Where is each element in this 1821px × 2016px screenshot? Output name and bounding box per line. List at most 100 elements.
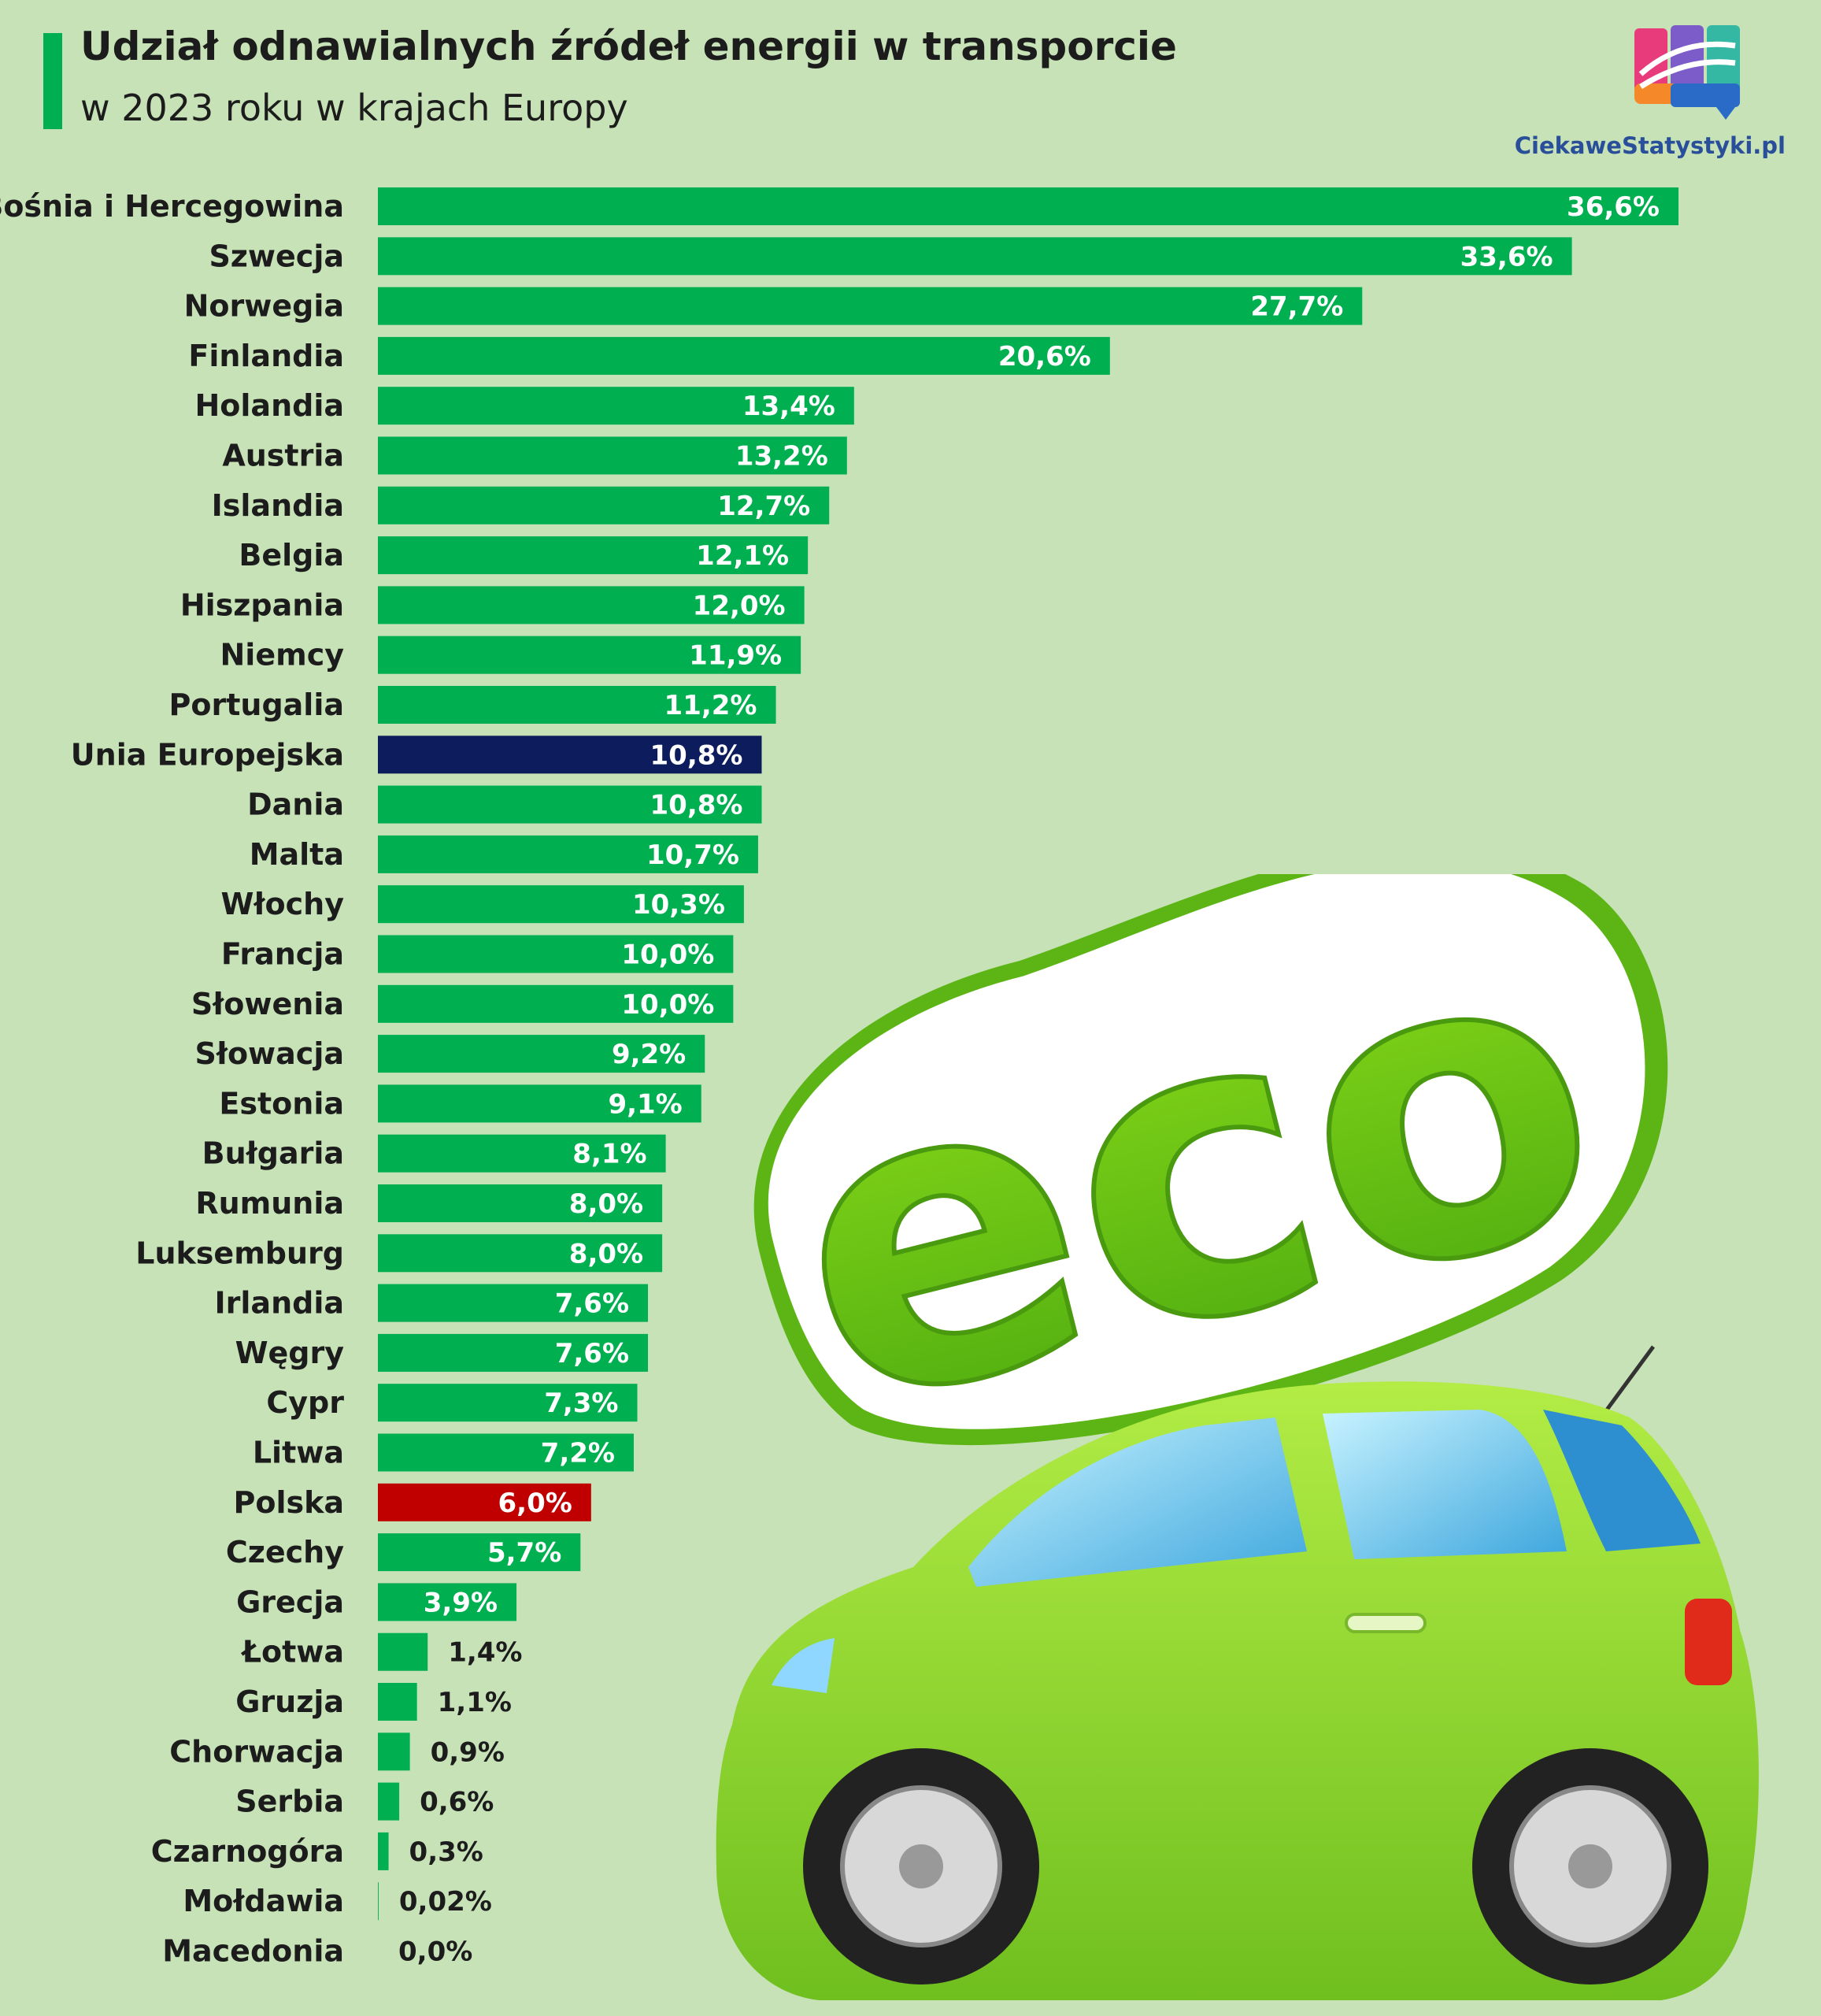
eco-car-illustration: eco [716,874,1759,2000]
value-label-niemcy: 11,9% [689,640,782,672]
value-label-czarnogóra: 0,3% [409,1836,483,1868]
category-label-niemcy: Niemcy [220,638,345,673]
value-label-słowacja: 9,2% [612,1039,686,1070]
bar-słowacja [378,1035,705,1073]
bar-łotwa [378,1632,428,1671]
category-label-luksemburg: Luksemburg [135,1236,344,1270]
bar-włochy [378,885,744,924]
bar-austria [378,436,847,475]
chart-subtitle: w 2023 roku w krajach Europy [80,87,628,129]
category-label-węgry: Węgry [235,1336,345,1370]
category-label-polska: Polska [233,1485,344,1520]
value-label-gruzja: 1,1% [438,1687,512,1718]
value-label-włochy: 10,3% [632,889,725,921]
value-label-litwa: 7,2% [541,1438,615,1469]
category-label-belgia: Belgia [239,538,344,573]
bar-cypr [378,1384,638,1422]
brand-name: CiekaweStatystyki.pl [1514,132,1786,159]
bar-rumunia [378,1184,663,1222]
category-label-słowacja: Słowacja [194,1036,344,1071]
bar-islandia [378,486,830,524]
value-label-norwegia: 27,7% [1250,291,1343,323]
category-label-czarnogóra: Czarnogóra [151,1834,344,1869]
bar-luksemburg [378,1234,663,1273]
bar-mołdawia [378,1882,379,1921]
category-label-łotwa: Łotwa [241,1635,344,1670]
bar-serbia [378,1782,400,1821]
category-label-austria: Austria [222,439,344,473]
bar-grecja [378,1583,517,1621]
category-label-szwecja: Szwecja [209,239,344,273]
category-label-unia-europejska: Unia Europejska [71,737,344,772]
category-label-czechy: Czechy [226,1535,344,1569]
bar-norwegia [378,287,1363,325]
category-label-mołdawia: Mołdawia [183,1884,344,1918]
category-label-bośnia-i-hercegowina: Bośnia i Hercegowina [0,189,344,224]
value-label-portugalia: 11,2% [664,690,757,721]
bar-szwecja [378,237,1572,276]
category-label-macedonia: Macedonia [162,1934,344,1969]
category-label-grecja: Grecja [236,1584,344,1619]
bar-chorwacja [378,1732,410,1771]
value-label-finlandia: 20,6% [998,341,1091,372]
value-label-węgry: 7,6% [555,1338,629,1369]
value-label-serbia: 0,6% [420,1787,494,1818]
bar-słowenia [378,984,734,1023]
value-label-bułgaria: 8,1% [572,1139,646,1170]
bar-polska [378,1483,591,1521]
value-label-grecja: 3,9% [424,1587,498,1618]
bar-holandia [378,387,854,425]
chart-title: Udział odnawialnych źródeł energii w tra… [80,24,1177,69]
category-label-norwegia: Norwegia [184,289,344,324]
category-label-malta: Malta [250,837,344,872]
bar-bułgaria [378,1134,666,1173]
value-label-łotwa: 1,4% [448,1637,522,1669]
bar-dania [378,785,762,824]
category-label-holandia: Holandia [195,388,345,423]
category-label-serbia: Serbia [235,1784,344,1819]
brand-logo-icon [1634,25,1740,120]
value-label-polska: 6,0% [498,1488,572,1519]
value-label-szwecja: 33,6% [1460,241,1553,272]
bar-węgry [378,1333,649,1372]
bar-litwa [378,1433,634,1472]
bar-irlandia [378,1284,649,1322]
category-label-hiszpania: Hiszpania [180,587,344,622]
bar-bośnia-i-hercegowina [378,187,1679,225]
bar-malta [378,835,758,873]
category-label-cypr: Cypr [266,1385,344,1420]
category-label-rumunia: Rumunia [195,1186,344,1221]
value-label-irlandia: 7,6% [555,1288,629,1320]
category-label-słowenia: Słowenia [191,987,344,1021]
value-label-chorwacja: 0,9% [431,1736,505,1768]
category-label-portugalia: Portugalia [169,687,344,722]
category-label-dania: Dania [247,788,344,822]
bar-portugalia [378,686,776,724]
bar-czechy [378,1533,581,1572]
value-label-unia-europejska: 10,8% [650,739,743,771]
category-label-chorwacja: Chorwacja [169,1734,344,1769]
category-label-irlandia: Irlandia [215,1286,344,1321]
value-label-czechy: 5,7% [487,1537,561,1569]
bar-estonia [378,1084,701,1123]
value-label-słowenia: 10,0% [621,989,714,1021]
bar-francja [378,935,734,973]
category-label-bułgaria: Bułgaria [202,1136,344,1171]
category-label-litwa: Litwa [253,1436,344,1470]
value-label-hiszpania: 12,0% [693,590,786,621]
value-label-dania: 10,8% [650,790,743,821]
value-label-bośnia-i-hercegowina: 36,6% [1567,191,1660,223]
bar-unia-europejska [378,736,762,774]
value-label-mołdawia: 0,02% [399,1886,492,1918]
value-label-estonia: 9,1% [608,1088,682,1120]
bar-gruzja [378,1683,417,1721]
value-label-francja: 10,0% [621,939,714,971]
bar-czarnogóra [378,1832,389,1870]
value-label-belgia: 12,1% [696,540,789,572]
bar-belgia [378,536,809,575]
bar-hiszpania [378,586,805,624]
category-label-gruzja: Gruzja [235,1684,344,1719]
category-label-estonia: Estonia [219,1086,344,1121]
value-label-macedonia: 0,0% [398,1936,472,1968]
